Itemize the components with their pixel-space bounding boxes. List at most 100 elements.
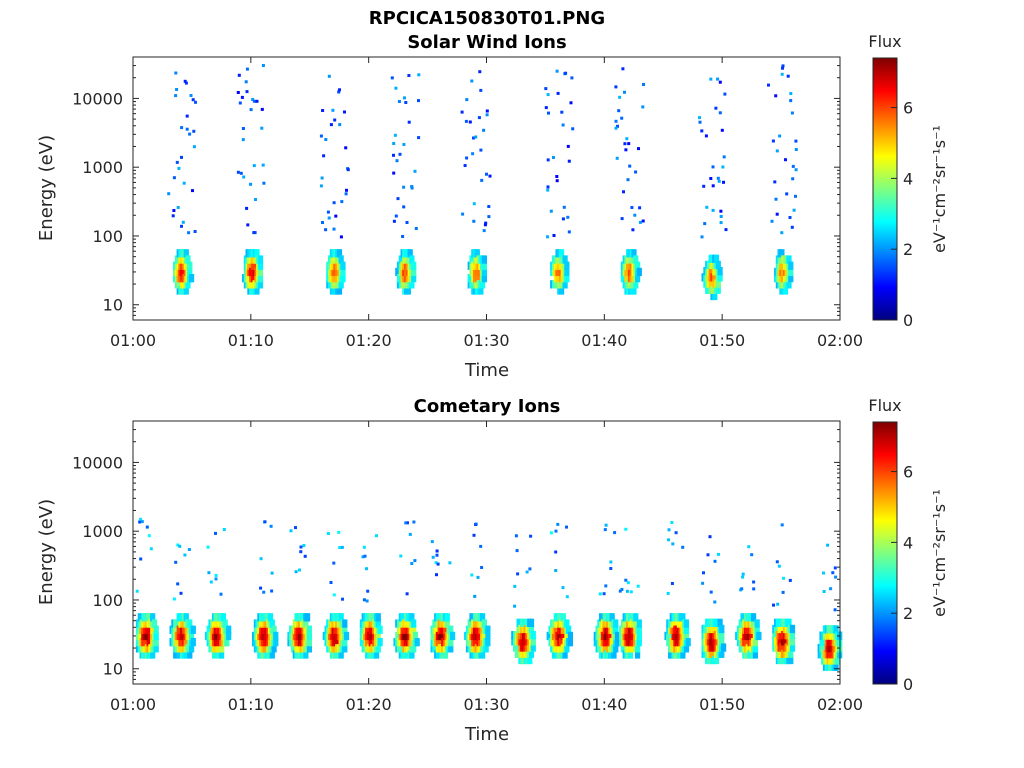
heatmap-cell bbox=[472, 638, 479, 647]
heatmap-cell bbox=[626, 581, 630, 585]
x-tick-label: 01:00 bbox=[110, 331, 156, 350]
heatmap-cell bbox=[409, 280, 415, 289]
heatmap-cell bbox=[390, 76, 394, 80]
heatmap-cell bbox=[338, 280, 344, 289]
heatmap-cell bbox=[399, 554, 403, 558]
heatmap-cell bbox=[254, 198, 257, 201]
x-tick-label: 02:00 bbox=[817, 331, 863, 350]
heatmap-cell bbox=[206, 625, 212, 634]
heatmap-cell bbox=[471, 152, 475, 156]
heatmap-cell bbox=[708, 279, 714, 288]
heatmap-cell bbox=[611, 650, 617, 659]
heatmap-cell bbox=[435, 549, 439, 553]
heatmap-cell bbox=[781, 66, 784, 70]
heatmap-cell bbox=[469, 255, 475, 264]
heatmap-cell bbox=[779, 643, 785, 652]
heatmap-cell bbox=[752, 650, 758, 659]
heatmap-cell bbox=[143, 638, 149, 647]
heatmap-cell bbox=[751, 619, 757, 628]
heatmap-cell bbox=[597, 631, 603, 641]
heatmap-cell bbox=[756, 631, 762, 641]
heatmap-cell bbox=[187, 650, 193, 659]
heatmap-cell bbox=[552, 234, 556, 237]
heatmap-cell bbox=[476, 575, 480, 579]
heatmap-cell bbox=[473, 594, 477, 598]
heatmap-cell bbox=[829, 587, 833, 591]
heatmap-cell bbox=[153, 638, 159, 647]
heatmap-cell bbox=[560, 110, 564, 114]
heatmap-cell bbox=[188, 132, 192, 136]
heatmap-cell bbox=[789, 643, 796, 652]
heatmap-cell bbox=[435, 613, 441, 622]
heatmap-cell bbox=[392, 171, 396, 175]
heatmap-cell bbox=[410, 562, 414, 565]
heatmap-cell bbox=[709, 177, 713, 180]
heatmap-cell bbox=[412, 631, 419, 641]
heatmap-cell bbox=[190, 638, 196, 647]
panel-solar-wind: Solar Wind Ions 01:00 01:10 01:20 01:30 01:4… bbox=[36, 32, 863, 381]
heatmap-cell bbox=[553, 625, 559, 634]
axes-cometary: 01:00 01:10 01:20 01:30 01:40 01:50 02:00 10 100… bbox=[72, 420, 863, 714]
heatmap-cell bbox=[788, 216, 792, 219]
heatmap-cell bbox=[478, 70, 482, 74]
heatmap-cell bbox=[567, 230, 571, 234]
heatmap-cell bbox=[635, 261, 641, 270]
heatmap-cell bbox=[616, 124, 619, 128]
heatmap-cell bbox=[598, 592, 602, 596]
heatmap-cell bbox=[564, 274, 570, 283]
heatmap-cell bbox=[401, 235, 405, 238]
heatmap-cell bbox=[465, 156, 469, 160]
heatmap-cell bbox=[599, 613, 605, 622]
heatmap-cell bbox=[396, 197, 400, 201]
heatmap-cell bbox=[624, 578, 628, 582]
heatmap-cell bbox=[262, 181, 266, 185]
heatmap-cell bbox=[609, 560, 613, 564]
heatmap-cell bbox=[333, 650, 339, 659]
heatmap-cell bbox=[137, 613, 143, 622]
heatmap-cell bbox=[638, 220, 642, 224]
heatmap-cell bbox=[345, 188, 348, 192]
heatmap-cell bbox=[706, 553, 710, 557]
heatmap-cell bbox=[567, 631, 573, 641]
heatmap-cell bbox=[241, 127, 245, 130]
heatmap-cell bbox=[521, 618, 528, 627]
heatmap-cell bbox=[819, 643, 825, 653]
heatmap-cell bbox=[752, 580, 756, 584]
y-axis-label-solar-wind: Energy (eV) bbox=[36, 135, 57, 241]
heatmap-cell bbox=[411, 625, 417, 634]
heatmap-cell bbox=[788, 649, 794, 658]
panel-title-cometary: Cometary Ions bbox=[414, 396, 561, 417]
heatmap-cell bbox=[822, 571, 825, 575]
heatmap-cell bbox=[244, 80, 248, 84]
heatmap-cell bbox=[627, 613, 634, 622]
x-tick-label: 02:00 bbox=[817, 695, 863, 714]
heatmap-cell bbox=[174, 619, 180, 628]
heatmap-cell bbox=[435, 638, 441, 647]
heatmap-cell bbox=[530, 637, 536, 646]
heatmap-cell bbox=[774, 197, 778, 201]
heatmap-cell bbox=[183, 286, 189, 295]
heatmap-cell bbox=[549, 531, 553, 535]
heatmap-cell bbox=[740, 587, 744, 591]
heatmap-cell bbox=[788, 578, 792, 582]
heatmap-cell bbox=[552, 156, 555, 159]
heatmap-cell bbox=[711, 208, 715, 212]
heatmap-cell bbox=[365, 567, 368, 571]
heatmap-cell bbox=[620, 116, 624, 120]
heatmap-cell bbox=[780, 231, 784, 235]
heatmap-cell bbox=[478, 286, 484, 295]
heatmap-cell bbox=[259, 557, 263, 561]
heatmap-cell bbox=[627, 142, 631, 146]
heatmap-cell bbox=[705, 205, 709, 209]
heatmap-cell bbox=[176, 280, 182, 289]
heatmap-cell bbox=[794, 168, 798, 172]
colorbar-title: Flux bbox=[868, 32, 901, 51]
heatmap-cell bbox=[472, 136, 475, 140]
heatmap-cell bbox=[624, 527, 628, 531]
heatmap-cell bbox=[834, 575, 838, 579]
heatmap-cell bbox=[778, 134, 782, 138]
heatmap-cell bbox=[338, 650, 344, 659]
heatmap-cell bbox=[482, 128, 486, 132]
heatmap-cell bbox=[717, 618, 723, 627]
heatmap-cell bbox=[740, 613, 746, 622]
